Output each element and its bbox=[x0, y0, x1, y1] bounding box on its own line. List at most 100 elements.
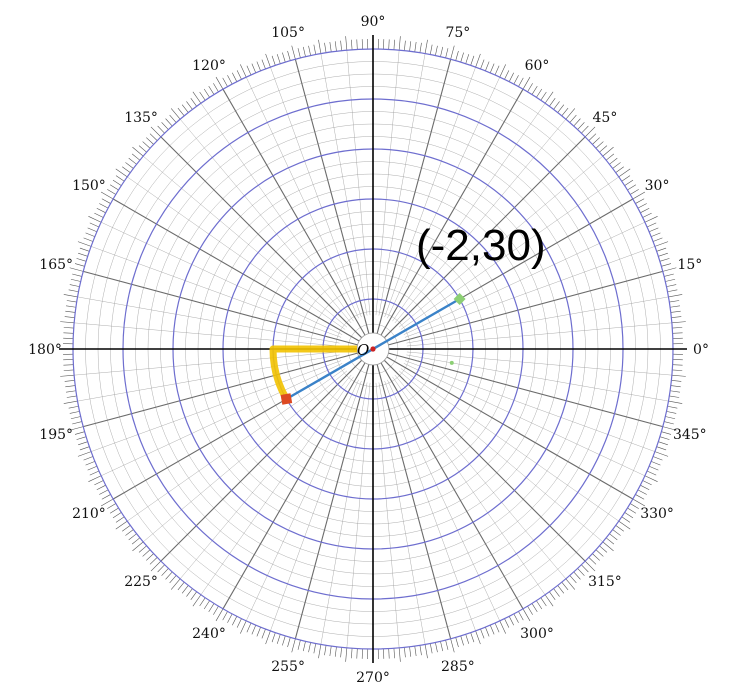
tick-mark bbox=[460, 52, 464, 63]
tick-mark bbox=[112, 179, 122, 186]
tick-mark bbox=[672, 369, 683, 371]
tick-mark bbox=[125, 162, 134, 169]
tick-mark bbox=[351, 648, 353, 659]
tick-mark bbox=[138, 545, 147, 553]
tick-mark bbox=[313, 643, 317, 654]
minor-spoke bbox=[74, 322, 340, 347]
tick-mark bbox=[63, 327, 74, 329]
tick-mark bbox=[667, 405, 678, 409]
tick-mark bbox=[186, 588, 193, 597]
angle-label: 255° bbox=[271, 659, 305, 675]
tick-mark bbox=[69, 426, 84, 431]
tick-mark bbox=[282, 635, 286, 646]
tick-mark bbox=[122, 166, 131, 173]
tick-mark bbox=[518, 611, 524, 621]
tick-mark bbox=[666, 411, 677, 414]
tick-mark bbox=[659, 436, 670, 440]
tick-mark bbox=[485, 627, 490, 637]
tick-mark bbox=[489, 63, 495, 73]
angle-label: 90° bbox=[361, 14, 386, 30]
tick-mark bbox=[651, 461, 661, 466]
minor-spoke bbox=[346, 50, 371, 316]
tick-mark bbox=[345, 36, 348, 51]
tick-mark bbox=[271, 55, 276, 66]
tick-mark bbox=[573, 571, 581, 580]
minor-spoke bbox=[404, 360, 655, 452]
ray-end-marker[interactable] bbox=[453, 293, 466, 305]
tick-mark bbox=[627, 184, 637, 191]
tick-mark bbox=[125, 529, 134, 536]
tick-mark bbox=[494, 65, 500, 76]
tick-mark bbox=[668, 400, 683, 404]
angle-label: 165° bbox=[39, 257, 73, 273]
tick-mark bbox=[170, 108, 181, 120]
tick-mark bbox=[398, 647, 401, 662]
tick-mark bbox=[414, 646, 417, 657]
minor-spoke bbox=[406, 351, 672, 376]
angle-label: 330° bbox=[640, 506, 674, 522]
tick-mark bbox=[149, 557, 158, 565]
tick-mark bbox=[101, 198, 111, 204]
tick-mark bbox=[670, 305, 681, 308]
tick-mark bbox=[246, 622, 252, 633]
minor-spoke bbox=[384, 380, 476, 631]
tick-mark bbox=[652, 456, 663, 461]
tick-mark bbox=[640, 484, 650, 491]
minor-spoke bbox=[394, 374, 567, 579]
minor-spoke bbox=[179, 119, 352, 324]
tick-mark bbox=[531, 603, 538, 613]
tick-mark bbox=[356, 39, 358, 50]
minor-spoke bbox=[143, 370, 348, 543]
tick-mark bbox=[308, 642, 311, 653]
tick-mark bbox=[615, 166, 624, 173]
tick-mark bbox=[629, 189, 639, 195]
tick-mark bbox=[393, 39, 395, 50]
tick-mark bbox=[66, 395, 77, 398]
tick-mark bbox=[251, 625, 257, 635]
tick-mark bbox=[313, 44, 317, 55]
tick-mark bbox=[609, 157, 618, 165]
major-spoke bbox=[376, 364, 452, 639]
tick-mark bbox=[522, 608, 531, 622]
tick-mark bbox=[329, 41, 332, 52]
minor-spoke bbox=[406, 354, 669, 402]
angle-label: 105° bbox=[271, 25, 305, 41]
tick-mark bbox=[115, 520, 128, 530]
tick-mark bbox=[208, 85, 215, 95]
tick-mark bbox=[101, 494, 111, 500]
tick-mark bbox=[77, 451, 92, 457]
tick-mark bbox=[527, 605, 533, 615]
tick-mark bbox=[208, 603, 215, 613]
tick-mark bbox=[150, 126, 162, 138]
tick-mark bbox=[504, 70, 510, 80]
tick-mark bbox=[602, 541, 614, 552]
tick-mark bbox=[181, 585, 189, 594]
tick-mark bbox=[669, 395, 680, 398]
tick-mark bbox=[64, 316, 75, 318]
tick-mark bbox=[670, 385, 681, 388]
tick-mark bbox=[565, 578, 576, 590]
tick-mark bbox=[419, 645, 422, 656]
tick-mark bbox=[63, 294, 78, 298]
tick-mark bbox=[142, 549, 151, 557]
tick-mark bbox=[618, 520, 631, 530]
tick-mark bbox=[340, 40, 342, 51]
tick-mark bbox=[624, 512, 634, 519]
tick-mark bbox=[88, 216, 102, 223]
tick-mark bbox=[128, 157, 137, 165]
negative-radius-marker[interactable] bbox=[280, 393, 293, 405]
minor-spoke bbox=[127, 176, 346, 330]
tick-mark bbox=[261, 628, 266, 639]
minor-spoke bbox=[398, 370, 603, 543]
tick-mark bbox=[577, 568, 585, 576]
tick-mark bbox=[618, 168, 631, 178]
tick-mark bbox=[470, 632, 475, 643]
angle-label: 0° bbox=[693, 342, 709, 358]
tick-mark bbox=[76, 258, 87, 262]
tick-mark bbox=[637, 489, 647, 495]
tick-mark bbox=[569, 114, 577, 123]
tick-mark bbox=[78, 252, 88, 257]
tick-mark bbox=[565, 108, 576, 120]
minor-spoke bbox=[403, 221, 645, 335]
tick-mark bbox=[169, 575, 177, 584]
